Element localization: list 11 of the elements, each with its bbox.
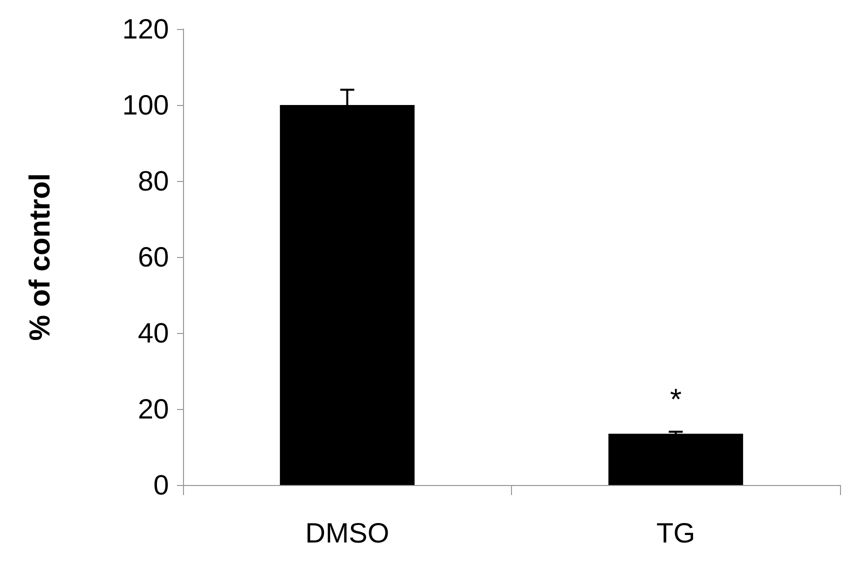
y-tick-label: 20 [138, 394, 169, 424]
y-tick-label: 80 [138, 166, 169, 196]
y-tick-label: 100 [122, 90, 169, 120]
y-tick-label: 60 [138, 242, 169, 272]
y-tick-label: 120 [122, 14, 169, 44]
x-tick-label: TG [656, 518, 696, 548]
y-axis-title: % of control [24, 173, 56, 341]
y-tick-label: 40 [138, 318, 169, 348]
y-tick-label: 0 [153, 470, 169, 500]
x-tick-label: DMSO [305, 518, 390, 548]
annotation: * [670, 384, 682, 416]
